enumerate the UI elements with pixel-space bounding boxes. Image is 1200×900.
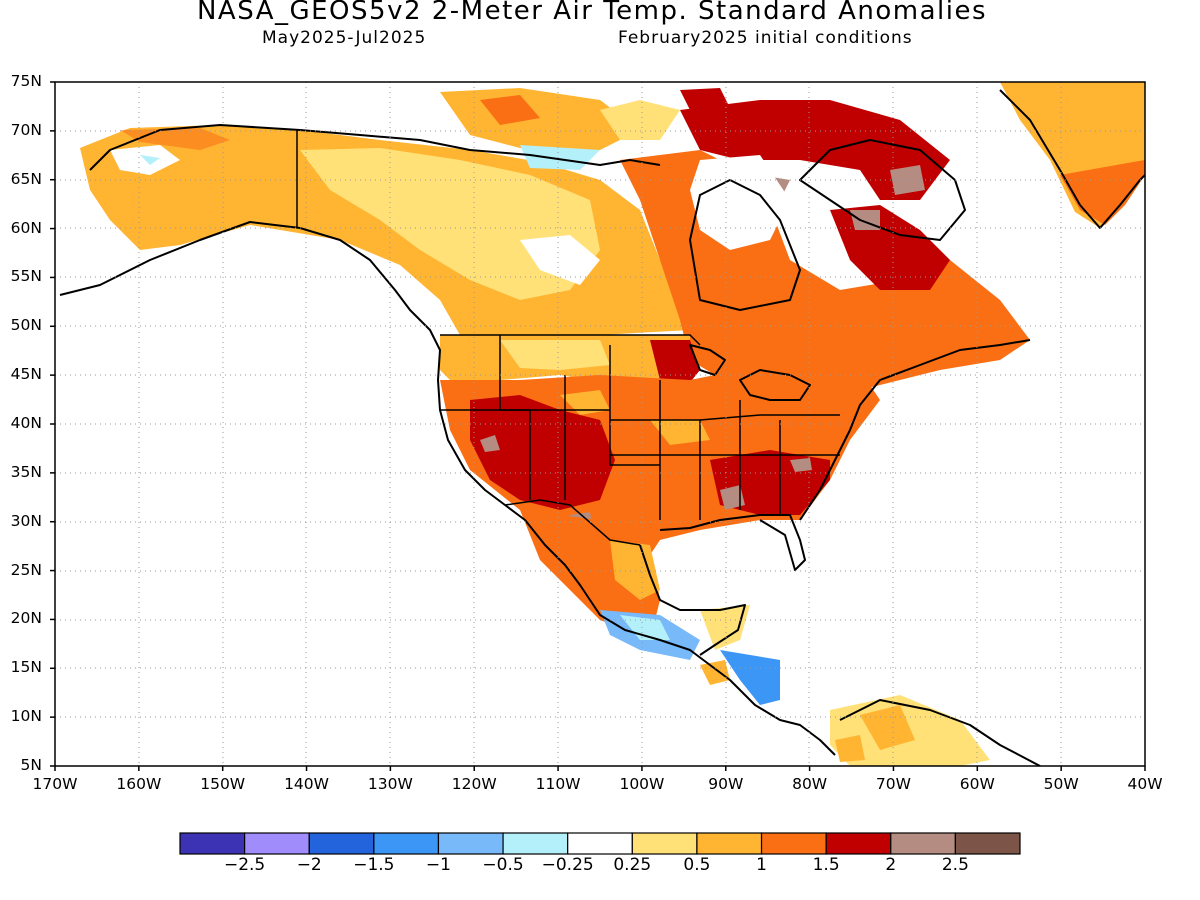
lat-tick-label: 15N <box>10 658 42 677</box>
lon-tick-label: 80W <box>792 775 828 793</box>
colorbar-swatch <box>890 832 956 855</box>
lat-tick-label: 65N <box>10 169 42 188</box>
lon-tick-label: 70W <box>875 775 911 793</box>
colorbar-label: −2.5 <box>223 855 266 875</box>
map-title: NASA_GEOS5v2 2-Meter Air Temp. Standard … <box>196 0 988 26</box>
colorbar-label: −0.5 <box>482 855 524 875</box>
colorbar <box>179 832 1021 855</box>
coastlines <box>59 89 1145 766</box>
lat-tick-label: 50N <box>10 316 42 335</box>
colorbar-swatch <box>179 832 246 855</box>
lon-tick-label: 100W <box>619 775 665 793</box>
lat-tick-label: 25N <box>10 560 42 579</box>
lat-tick-label: 20N <box>10 609 42 628</box>
colorbar-label: 1 <box>756 855 767 875</box>
colorbar-label: −0.25 <box>541 855 594 875</box>
anomaly-region-central-america <box>720 650 780 705</box>
lon-tick-label: 90W <box>708 775 744 793</box>
lon-tick-label: 130W <box>367 775 413 793</box>
lat-tick-label: 5N <box>20 756 42 774</box>
lat-tick-label: 45N <box>10 365 42 384</box>
colorbar-swatch <box>308 832 375 855</box>
lon-tick-label: 140W <box>284 775 329 793</box>
lat-tick-label: 30N <box>10 511 42 530</box>
colorbar-label: 0.25 <box>613 855 652 875</box>
colorbar-swatch <box>244 832 310 855</box>
lon-tick-label: 60W <box>959 775 995 793</box>
colorbar-label: 0.5 <box>683 855 711 875</box>
lon-tick-label: 120W <box>451 775 497 793</box>
colorbar-label: −2 <box>296 855 322 875</box>
colorbar-label: 2 <box>885 855 897 875</box>
lat-tick-label: 10N <box>10 707 42 726</box>
lon-tick-label: 40W <box>1127 775 1163 793</box>
colorbar-swatch <box>373 832 440 855</box>
lat-tick-label: 60N <box>10 218 42 237</box>
colorbar-swatch <box>502 832 569 855</box>
lon-tick-label: 50W <box>1043 775 1079 793</box>
colorbar-swatch <box>760 832 827 855</box>
political-borders <box>296 130 840 546</box>
lat-tick-label: 75N <box>10 72 42 90</box>
lat-tick-label: 70N <box>10 120 42 139</box>
lon-tick-label: 150W <box>200 775 246 793</box>
colorbar-swatch <box>696 832 763 855</box>
colorbar-label: 1.5 <box>812 855 840 875</box>
colorbar-swatch <box>437 832 504 855</box>
forecast-period: May2025-Jul2025 <box>262 28 427 48</box>
initial-conditions: February2025 initial conditions <box>618 28 913 48</box>
colorbar-label: −1.5 <box>353 855 395 875</box>
lat-tick-label: 40N <box>10 414 42 432</box>
lon-tick-label: 160W <box>116 775 162 793</box>
lon-tick-label: 170W <box>32 775 78 793</box>
colorbar-swatch <box>567 832 633 855</box>
colorbar-label: −1 <box>425 855 451 875</box>
lat-tick-label: 55N <box>10 267 42 286</box>
colorbar-swatch <box>825 832 892 855</box>
colorbar-label: 2.5 <box>941 855 969 875</box>
colorbar-swatch <box>631 832 698 855</box>
grid-lines <box>55 82 1145 766</box>
lat-tick-label: 35N <box>10 462 42 481</box>
colorbar-swatch <box>954 832 1021 855</box>
lon-tick-label: 110W <box>535 775 581 793</box>
